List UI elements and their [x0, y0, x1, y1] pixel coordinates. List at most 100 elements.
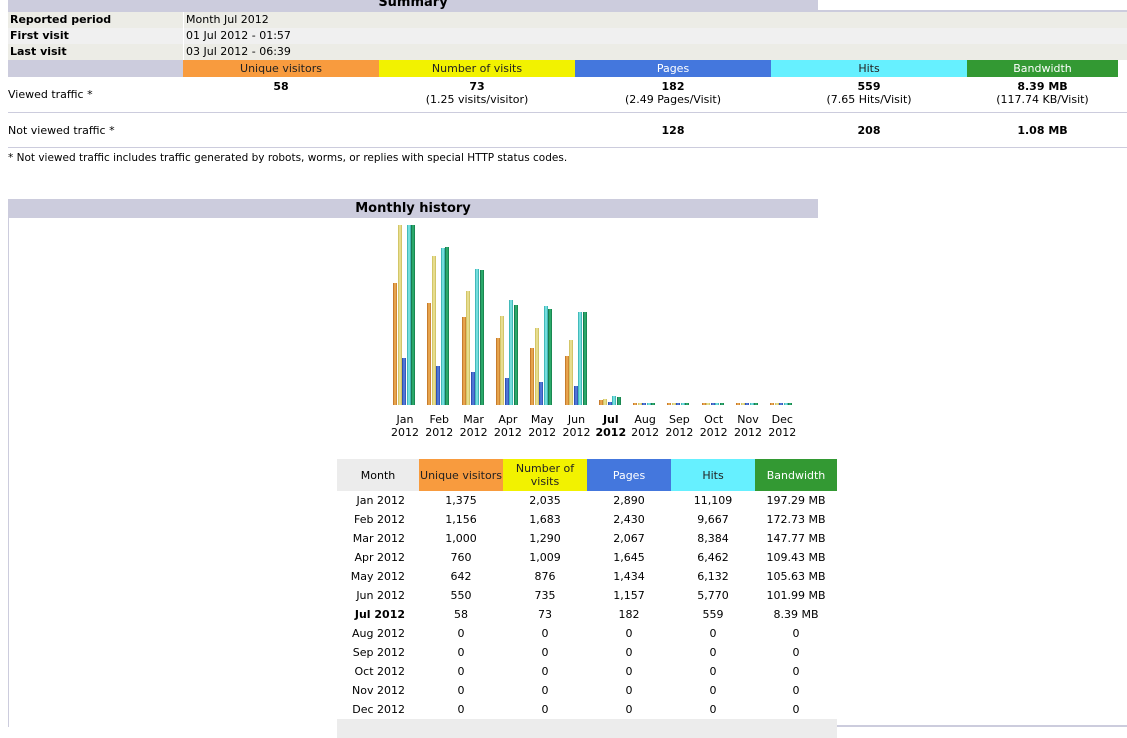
chart-bar	[612, 396, 617, 405]
summary-title: Summary	[8, 0, 818, 12]
chart-bar	[701, 403, 706, 405]
chart-bar	[706, 403, 711, 405]
viewed-visits-cell: 73 (1.25 visits/visitor)	[379, 77, 575, 112]
chart-bar	[779, 403, 784, 405]
not-viewed-pages-value: 128	[661, 124, 685, 137]
chart-bar	[466, 291, 471, 405]
table-row: Mar 2012 1,000 1,290 2,067 8,384 147.77 MB	[337, 529, 837, 548]
chart-x-tick-month: Sep	[669, 413, 690, 426]
cell-month: May 2012	[350, 570, 405, 583]
cell-hits: 0	[709, 646, 717, 659]
viewed-unique-cell: 58	[183, 77, 379, 112]
footer-cell	[419, 719, 503, 738]
monthly-history-rows: Jan 2012 1,375 2,035 2,890 11,109 197.29 MB Fe…	[337, 491, 837, 738]
table-row: Sep 2012 0 0 0 0 0	[337, 643, 837, 662]
cell-hits: 11,109	[693, 494, 733, 507]
cell-unique: 0	[457, 627, 465, 640]
chart-bar	[616, 397, 621, 405]
chart-bar	[680, 403, 685, 405]
viewed-hits-sub: (7.65 Hits/Visit)	[826, 93, 912, 106]
th-month: Month	[337, 459, 419, 491]
chart-x-tick-label: Feb 2012	[419, 413, 459, 439]
summary-body: Reported period Month Jul 2012 First vis…	[8, 12, 1127, 164]
chart-x-tick-label: Aug 2012	[625, 413, 665, 439]
chart-bar	[445, 247, 450, 405]
chart-bar	[754, 403, 758, 405]
table-row: Feb 2012 1,156 1,683 2,430 9,667 172.73 MB	[337, 510, 837, 529]
chart-bar	[685, 403, 690, 405]
chart-bar	[509, 300, 514, 405]
not-viewed-bandwidth-value: 1.08 MB	[1017, 124, 1068, 137]
chart-bar	[564, 356, 569, 405]
cell-month: Oct 2012	[354, 665, 405, 678]
chart-bar	[548, 309, 553, 405]
cell-month: Sep 2012	[352, 646, 405, 659]
cell-bandwidth: 172.73 MB	[766, 513, 826, 526]
cell-month: Apr 2012	[354, 551, 405, 564]
reported-period-row: Reported period Month Jul 2012	[8, 12, 1127, 28]
chart-bar	[530, 348, 535, 405]
chart-x-tick-label: Jan 2012	[385, 413, 425, 439]
cell-pages: 0	[625, 703, 633, 716]
viewed-bandwidth-cell: 8.39 MB (117.74 KB/Visit)	[967, 77, 1118, 112]
chart-x-tick-year: 2012	[528, 426, 557, 439]
chart-bar	[504, 378, 509, 405]
chart-x-tick-month: Dec	[771, 413, 793, 426]
cell-unique: 0	[457, 684, 465, 697]
cell-unique: 0	[457, 665, 465, 678]
cell-unique: 0	[457, 646, 465, 659]
cell-hits: 8,384	[697, 532, 729, 545]
cell-unique: 0	[457, 703, 465, 716]
chart-bar	[479, 270, 484, 405]
chart-x-tick-month: Oct	[704, 413, 724, 426]
cell-bandwidth: 0	[792, 646, 800, 659]
cell-month: Nov 2012	[352, 684, 405, 697]
chart-bar	[651, 403, 656, 405]
cell-pages: 1,157	[613, 589, 645, 602]
chart-bar	[770, 403, 775, 405]
cell-pages: 182	[618, 608, 640, 621]
cell-hits: 6,132	[697, 570, 729, 583]
chart-bar	[745, 403, 749, 405]
chart-x-tick-label: Sep 2012	[659, 413, 699, 439]
cell-hits: 0	[709, 665, 717, 678]
cell-unique: 58	[454, 608, 468, 621]
chart-bar	[788, 403, 793, 405]
cell-unique: 550	[450, 589, 472, 602]
chart-bar	[534, 328, 539, 405]
cell-month: Jan 2012	[356, 494, 405, 507]
th-number-of-visits: Number of visits	[503, 459, 587, 491]
table-row: Apr 2012 760 1,009 1,645 6,462 109.43 MB	[337, 548, 837, 567]
chart-bar	[783, 403, 788, 405]
footer-cell	[755, 719, 837, 738]
last-visit-label: Last visit	[8, 44, 183, 60]
reported-period-value: Month Jul 2012	[183, 12, 1127, 28]
summary-column-label-strip	[8, 60, 183, 77]
chart-x-tick-label: May 2012	[522, 413, 562, 439]
col-number-of-visits: Number of visits	[379, 60, 575, 77]
chart-x-tick-month: Apr	[498, 413, 518, 426]
cell-month: Mar 2012	[352, 532, 405, 545]
chart-bar	[740, 403, 745, 405]
viewed-bandwidth-value: 8.39 MB	[1017, 80, 1068, 93]
chart-bar	[402, 358, 406, 405]
chart-x-tick-month: Aug	[634, 413, 656, 426]
first-visit-label: First visit	[8, 28, 183, 44]
cell-pages: 2,067	[613, 532, 645, 545]
chart-x-tick-label: Jul 2012	[591, 413, 631, 439]
cell-pages: 2,890	[613, 494, 645, 507]
chart-bar	[461, 317, 466, 405]
chart-bar	[671, 403, 676, 405]
viewed-pages-value: 182	[661, 80, 685, 93]
chart-x-tick-year: 2012	[595, 426, 627, 439]
monthly-history-chart: Jan 2012 Feb 2012 Mar 2012 Apr 2012 May 2012 Jun 20…	[385, 218, 805, 448]
cell-visits: 0	[541, 703, 549, 716]
summary-header-rule	[818, 10, 1127, 12]
table-row: Jul 2012 58 73 182 559 8.39 MB	[337, 605, 837, 624]
last-visit-value: 03 Jul 2012 - 06:39	[183, 44, 1127, 60]
cell-bandwidth: 0	[792, 703, 800, 716]
col-bandwidth: Bandwidth	[967, 60, 1118, 77]
chart-bar	[436, 366, 441, 405]
cell-month: Jul 2012	[354, 608, 405, 621]
monthly-history-body: Jan 2012 Feb 2012 Mar 2012 Apr 2012 May 2012 Jun 20…	[8, 218, 1127, 738]
